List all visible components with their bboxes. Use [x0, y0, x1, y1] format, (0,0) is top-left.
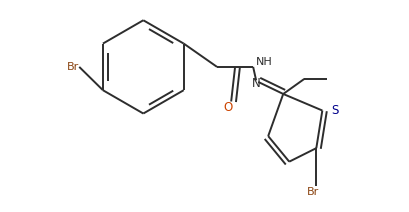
Text: Br: Br: [67, 62, 79, 72]
Text: Br: Br: [306, 187, 319, 197]
Text: O: O: [223, 101, 232, 114]
Text: S: S: [330, 104, 338, 117]
Text: N: N: [251, 77, 260, 90]
Text: NH: NH: [256, 57, 272, 67]
